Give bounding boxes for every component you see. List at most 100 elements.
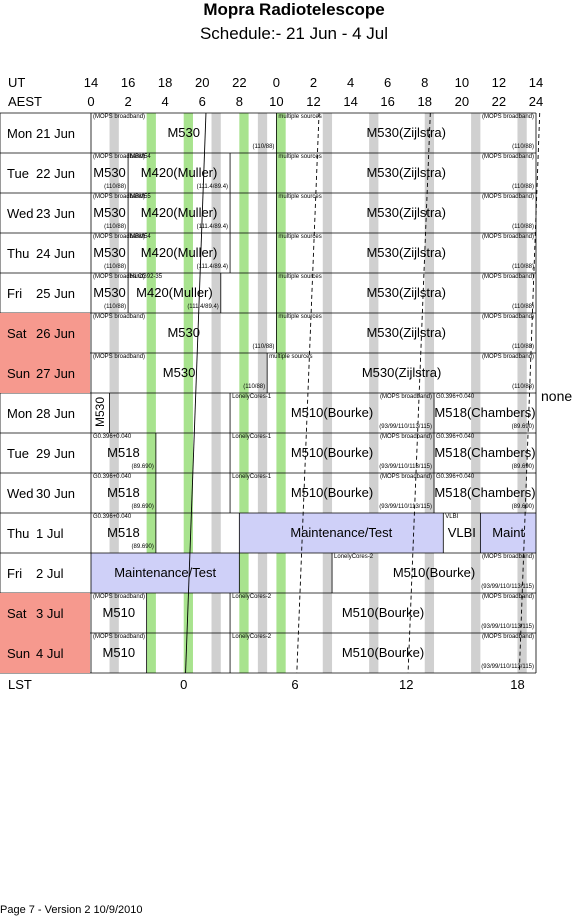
green-band: [183, 113, 193, 153]
block-label: M518: [107, 525, 140, 540]
block-bottom-note: (110/88): [252, 344, 275, 350]
day-cell: Fri 25 Jun: [0, 273, 90, 313]
gray-band: [322, 473, 333, 513]
gray-band: [471, 433, 481, 473]
green-band: [146, 193, 156, 233]
block-top-note: LonelyCores-2: [232, 594, 272, 600]
block-bottom-note: (111.4/89.4): [196, 224, 229, 230]
gray-band: [424, 153, 435, 193]
block-top-note: multiple sources: [278, 114, 322, 120]
gray-band: [369, 313, 379, 353]
gray-band: [517, 113, 527, 153]
block-top-note: MBM55: [130, 194, 151, 200]
gray-band: [211, 273, 221, 313]
gray-band: [257, 633, 268, 673]
day-name: Thu: [7, 526, 30, 541]
gray-band: [369, 273, 379, 313]
gray-band: [322, 393, 333, 433]
green-band: [276, 273, 286, 313]
lst-tick-label: 18: [510, 677, 525, 692]
block-top-note: (MOPS broadband): [93, 114, 146, 120]
aest-tick-label: 16: [380, 94, 395, 109]
block-top-note: G0.396+0.040: [436, 394, 475, 400]
green-band: [276, 313, 286, 353]
gray-band: [109, 113, 119, 153]
gray-band: [109, 273, 119, 313]
block-label: M510: [102, 645, 136, 660]
gray-band: [211, 353, 221, 393]
aest-tick-label: 0: [87, 94, 95, 109]
gray-band: [517, 313, 527, 353]
gray-band: [424, 193, 435, 233]
block-label: M530: [167, 125, 200, 140]
day-name: Sun: [7, 366, 31, 381]
gray-band: [257, 233, 268, 273]
gray-band: [471, 633, 481, 673]
page-subtitle: Schedule:- 21 Jun - 4 Jul: [199, 24, 389, 43]
ut-tick-label: 14: [528, 75, 544, 90]
day-name: Mon: [7, 126, 33, 141]
gray-band: [322, 593, 333, 633]
day-name: Wed: [7, 486, 34, 501]
block-bottom-note: (89.690): [511, 504, 534, 510]
block-top-note: HLCG92-35: [130, 274, 163, 280]
day-name: Tue: [7, 446, 29, 461]
gray-band: [257, 393, 268, 433]
lst-line: [407, 112, 431, 674]
none-label: none: [541, 388, 573, 404]
lst-tick-label: 0: [180, 677, 188, 692]
gray-band: [322, 273, 333, 313]
block-bottom-note: (89.690): [511, 464, 534, 470]
lst-line: [518, 112, 541, 674]
gray-band: [322, 353, 333, 393]
block-top-note: (MOPS broadband): [93, 274, 146, 280]
gray-band: [109, 233, 119, 273]
maintenance-block: [239, 513, 444, 553]
block-bottom-note: (110/88): [512, 224, 534, 230]
gray-band: [109, 593, 119, 633]
block-bottom-note: (110/88): [512, 184, 534, 190]
gray-band: [322, 553, 333, 593]
gray-band: [109, 193, 119, 233]
gray-band: [517, 153, 527, 193]
green-band: [276, 433, 286, 473]
lst-line: [185, 112, 207, 674]
block-bottom-note: (111.4/89.4): [196, 184, 229, 190]
day-cell: Sun 27 Jun: [0, 353, 90, 393]
gray-band: [109, 353, 119, 393]
gray-band: [424, 313, 435, 353]
ut-tick-label: 6: [384, 75, 392, 90]
gray-band: [424, 473, 435, 513]
block-label: M530(Zijlstra): [366, 245, 446, 260]
aest-tick-label: 8: [235, 94, 243, 109]
green-band: [183, 513, 193, 553]
aest-tick-label: 2: [124, 94, 132, 109]
ut-tick-label: 18: [157, 75, 173, 90]
gray-band: [471, 553, 481, 593]
gray-band: [257, 353, 268, 393]
day-cell: Sun 4 Jul: [0, 633, 90, 673]
block-top-note: G0.396+0.040: [436, 434, 475, 440]
day-name: Tue: [7, 166, 29, 181]
block-top-note: G0.396+0.040: [93, 514, 132, 520]
gray-band: [211, 113, 221, 153]
gray-band: [211, 393, 221, 433]
gray-band: [517, 433, 527, 473]
block-top-right-note: (MOPS broadband): [481, 594, 534, 600]
gray-band: [369, 113, 379, 153]
gray-band: [369, 233, 379, 273]
day-cell: Thu 1 Jul: [0, 513, 90, 553]
day-date: 3 Jul: [36, 606, 64, 621]
block-label: M510(Bourke): [392, 565, 476, 580]
gray-band: [369, 153, 379, 193]
green-band: [146, 433, 156, 473]
gray-band: [211, 313, 221, 353]
block-label: M518: [107, 445, 140, 460]
green-band: [146, 273, 156, 313]
green-band: [183, 233, 193, 273]
day-cell: Fri 2 Jul: [0, 553, 90, 593]
gray-band: [257, 433, 268, 473]
block-bottom-note: (111.4/89.4): [196, 264, 229, 270]
block-bottom-note: (93/99/110/113/115): [481, 624, 534, 630]
green-band: [276, 393, 286, 433]
